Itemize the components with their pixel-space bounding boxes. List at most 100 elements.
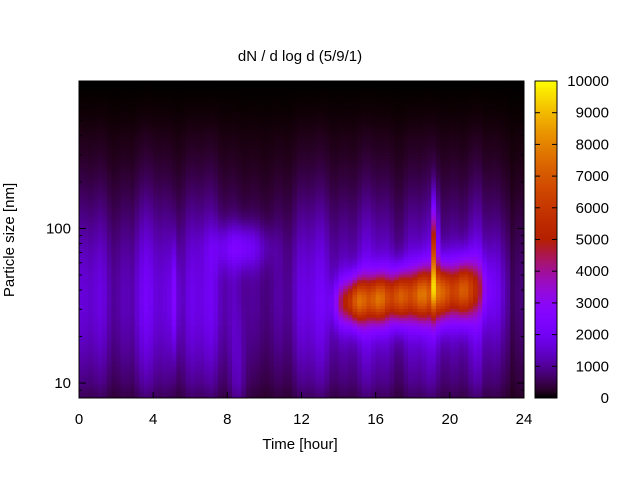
heatmap-cell — [79, 199, 85, 203]
heatmap-cell — [88, 202, 94, 206]
heatmap-cell — [269, 253, 275, 258]
heatmap-cell — [162, 144, 168, 148]
heatmap-cell — [106, 144, 112, 148]
heatmap-cell — [208, 268, 214, 272]
heatmap-cell — [231, 383, 238, 387]
heatmap-cell — [171, 124, 177, 128]
heatmap-cell — [222, 377, 228, 382]
heatmap-cell — [255, 320, 261, 324]
heatmap-cell — [176, 121, 182, 125]
heatmap-cell — [134, 294, 140, 298]
heatmap-cell — [92, 380, 98, 384]
heatmap-cell — [102, 155, 108, 160]
heatmap-cell — [241, 248, 247, 252]
heatmap-cell — [259, 153, 265, 157]
heatmap-cell — [264, 372, 270, 376]
heatmap-cell — [83, 106, 89, 111]
heatmap-cell — [259, 158, 265, 163]
heatmap-cell — [167, 383, 173, 387]
heatmap-cell — [83, 328, 89, 333]
heatmap-cell — [282, 204, 288, 209]
heatmap-cell — [167, 81, 173, 85]
heatmap-cell — [125, 360, 131, 364]
heatmap-cell — [120, 204, 126, 209]
heatmap-cell — [157, 132, 163, 137]
heatmap-cell — [269, 141, 275, 145]
heatmap-cell — [250, 372, 256, 376]
heatmap-cell — [148, 213, 154, 217]
heatmap-cell — [162, 268, 168, 272]
heatmap-cell — [231, 251, 238, 255]
heatmap-cell — [83, 276, 89, 281]
heatmap-cell — [83, 147, 89, 151]
heatmap-cell — [194, 242, 200, 246]
heatmap-cell — [157, 216, 163, 220]
heatmap-cell — [255, 346, 261, 350]
heatmap-cell — [255, 389, 261, 393]
heatmap-cell — [171, 380, 177, 384]
heatmap-cell — [83, 363, 89, 367]
heatmap-cell — [88, 392, 94, 396]
heatmap-cell — [222, 259, 228, 263]
heatmap-cell — [88, 121, 94, 125]
heatmap-cell — [125, 343, 131, 347]
heatmap-cell — [278, 81, 284, 85]
heatmap-cell — [204, 340, 210, 344]
heatmap-cell — [273, 81, 279, 85]
heatmap-cell — [97, 135, 103, 140]
heatmap-cell — [106, 294, 112, 298]
heatmap-cell — [208, 86, 214, 91]
heatmap-cell — [88, 181, 94, 186]
heatmap-cell — [278, 377, 284, 382]
heatmap-cell — [176, 101, 182, 105]
heatmap-cell — [167, 222, 173, 226]
heatmap-cell — [245, 204, 251, 209]
heatmap-cell — [83, 308, 89, 312]
heatmap-cell — [287, 285, 293, 289]
heatmap-cell — [171, 115, 177, 119]
heatmap-cell — [287, 314, 293, 318]
heatmap-cell — [264, 176, 270, 180]
heatmap-cell — [199, 227, 205, 232]
heatmap-cell — [273, 297, 279, 301]
heatmap-cell — [134, 95, 140, 99]
heatmap-cell — [213, 176, 219, 180]
heatmap-cell — [213, 276, 219, 281]
heatmap-cell — [102, 225, 108, 229]
heatmap-cell — [129, 213, 136, 217]
heatmap-cell — [129, 346, 136, 350]
heatmap-cell — [218, 178, 224, 183]
heatmap-cell — [143, 124, 149, 128]
heatmap-cell — [143, 216, 149, 220]
heatmap-cell — [106, 184, 112, 189]
heatmap-cell — [194, 302, 200, 307]
heatmap-cell — [278, 251, 284, 255]
heatmap-cell — [129, 181, 136, 186]
heatmap-cell — [236, 129, 242, 134]
heatmap-cell — [227, 285, 233, 289]
heatmap-cell — [167, 337, 173, 341]
heatmap-cell — [185, 135, 191, 140]
heatmap-cell — [250, 115, 256, 119]
heatmap-cell — [269, 245, 275, 249]
heatmap-cell — [231, 135, 238, 140]
heatmap-cell — [97, 279, 103, 284]
heatmap-cell — [194, 363, 200, 367]
heatmap-cell — [269, 92, 275, 96]
heatmap-cell — [185, 282, 191, 287]
heatmap-cell — [241, 164, 247, 168]
heatmap-cell — [125, 248, 131, 252]
heatmap-cell — [79, 248, 85, 252]
heatmap-cell — [153, 233, 159, 238]
heatmap-cell — [241, 383, 247, 387]
heatmap-cell — [153, 184, 159, 189]
heatmap-cell — [282, 268, 288, 272]
heatmap-cell — [222, 210, 228, 214]
heatmap-cell — [116, 328, 122, 333]
heatmap-cell — [111, 109, 117, 114]
heatmap-cell — [176, 337, 182, 341]
heatmap-cell — [236, 115, 242, 119]
heatmap-cell — [120, 285, 126, 289]
heatmap-cell — [218, 230, 224, 235]
heatmap-cell — [167, 204, 173, 209]
